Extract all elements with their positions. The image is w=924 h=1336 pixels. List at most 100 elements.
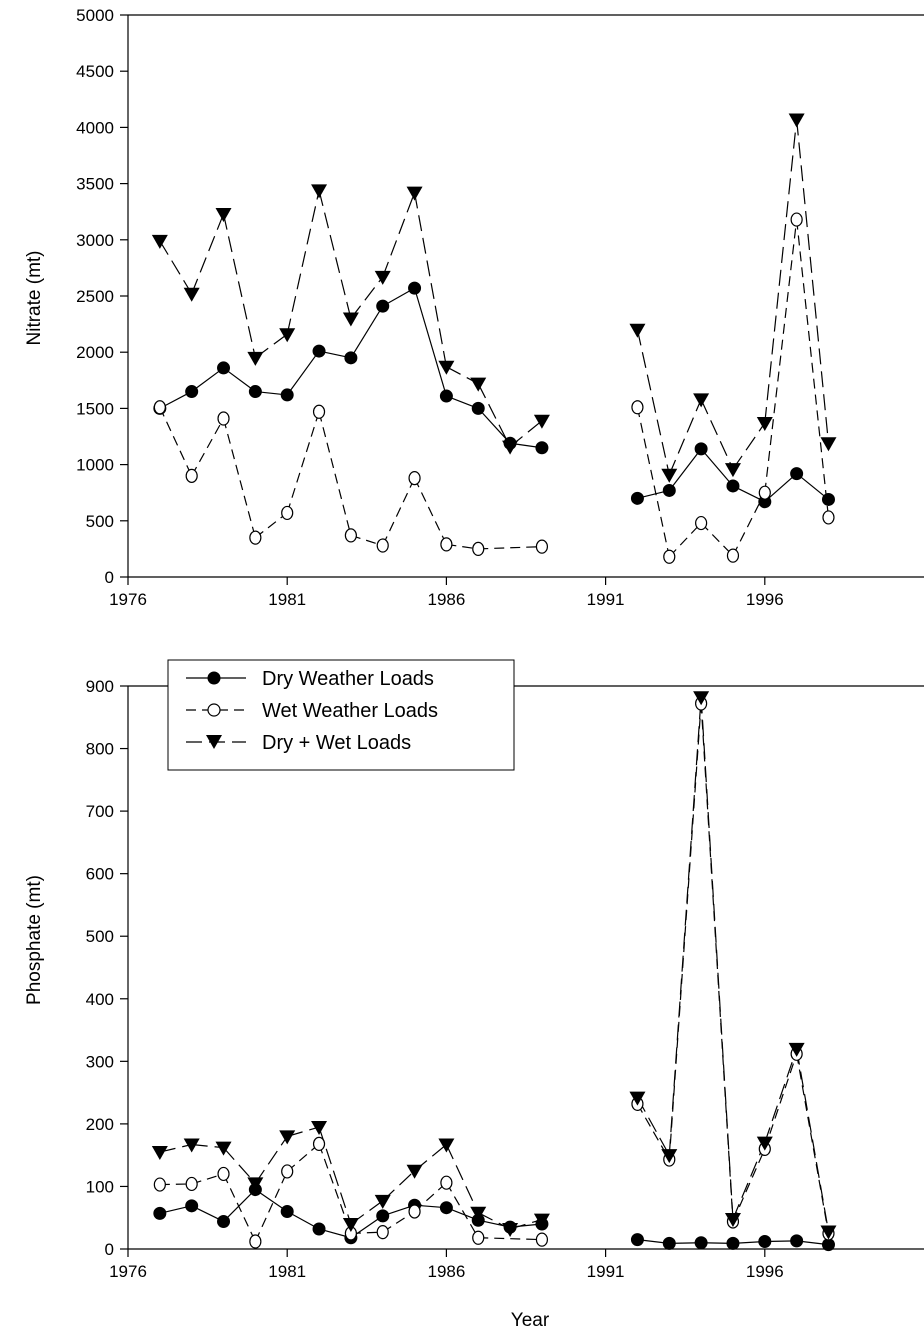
nitrate-x-tick-label: 1986 — [427, 590, 465, 609]
nitrate-y-tick-label: 5000 — [76, 6, 114, 25]
nitrate-series-total-segment — [350, 276, 384, 319]
nitrate-series-total-point — [756, 417, 773, 432]
phosphate-series-dry-point — [630, 1233, 644, 1247]
nitrate-series-wet-point — [440, 537, 453, 552]
phosphate-series-total-segment — [668, 697, 702, 1156]
phosphate-series-total-segment — [700, 697, 734, 1220]
nitrate-series-wet-segment — [700, 522, 734, 557]
phosphate-series-wet-point — [217, 1166, 230, 1182]
nitrate-series-wet-point — [663, 549, 676, 564]
nitrate-y-tick-label: 0 — [105, 568, 114, 587]
nitrate-x-tick-label: 1976 — [109, 590, 147, 609]
nitrate-series-dry-segment — [286, 350, 320, 396]
nitrate-series-dry-point — [344, 351, 358, 365]
nitrate-series-wet-point — [185, 468, 198, 483]
phosphate-series-total-point — [374, 1194, 391, 1209]
phosphate-series-wet-segment — [286, 1143, 320, 1172]
nitrate-series-total-point — [374, 270, 391, 285]
nitrate-series-total-point — [502, 440, 519, 455]
nitrate-series-total-segment — [286, 190, 320, 335]
phosphate-series-wet-segment — [254, 1171, 288, 1242]
phosphate-x-tick-label: 1991 — [587, 1262, 625, 1281]
phosphate-series-total-segment — [764, 1048, 798, 1143]
nitrate-y-tick-label: 2000 — [76, 343, 114, 362]
phosphate-series-wet-point — [535, 1232, 549, 1247]
phosphate-series-total-segment — [159, 1143, 192, 1153]
nitrate-series-total-segment — [222, 213, 256, 358]
phosphate-x-tick-label: 1996 — [746, 1262, 784, 1281]
nitrate-series-dry-segment — [700, 448, 734, 487]
phosphate-series-wet-point — [249, 1234, 262, 1249]
phosphate-y-tick-label: 200 — [86, 1115, 114, 1134]
nitrate-series-dry-segment — [764, 473, 798, 503]
phosphate-series-total-point — [756, 1136, 773, 1151]
nitrate-series-total-segment — [668, 399, 702, 475]
nitrate-series-wet-segment — [478, 546, 542, 550]
nitrate-series-total-point — [151, 234, 168, 249]
legend-marker-dry — [207, 671, 221, 685]
nitrate-series-wet-segment — [414, 477, 447, 545]
phosphate-series-wet-segment — [478, 1237, 542, 1241]
nitrate-x-tick-label: 1996 — [746, 590, 784, 609]
nitrate-series-wet-point — [535, 539, 549, 554]
nitrate-series-wet-segment — [636, 407, 670, 557]
phosphate-series-dry-point — [217, 1214, 231, 1228]
phosphate-series-wet-point — [472, 1230, 485, 1245]
phosphate-series-dry-segment — [223, 1189, 256, 1222]
nitrate-series-total-point — [215, 207, 232, 222]
phosphate-series-dry-point — [790, 1234, 804, 1248]
nitrate-y-tick-label: 4000 — [76, 118, 114, 137]
phosphate-series-wet-point — [312, 1136, 326, 1152]
phosphate-series-wet-point — [440, 1175, 453, 1190]
nitrate-y-tick-label: 500 — [86, 512, 114, 531]
phosphate-series-total-segment — [191, 1143, 224, 1149]
nitrate-x-tick-label: 1981 — [268, 590, 306, 609]
phosphate-series-total-segment — [223, 1147, 256, 1184]
nitrate-series-dry-point — [376, 299, 390, 313]
phosphate-series-total-point — [279, 1130, 296, 1145]
nitrate-series-dry-point — [630, 491, 644, 505]
nitrate-y-tick-label: 1000 — [76, 456, 114, 475]
phosphate-series-total-point — [406, 1164, 423, 1179]
nitrate-series-dry-point — [312, 344, 326, 358]
legend-label-dry: Dry Weather Loads — [262, 668, 434, 690]
nitrate-y-tick-label: 3500 — [76, 175, 114, 194]
nitrate-series-total-segment — [191, 213, 225, 294]
nitrate-series-total-segment — [732, 422, 766, 470]
phosphate-y-tick-label: 0 — [105, 1240, 114, 1259]
phosphate-series-dry-point — [662, 1236, 676, 1250]
phosphate-series-total-point — [342, 1217, 359, 1232]
nitrate-series-total-point — [279, 328, 296, 343]
nitrate-series-wet-point — [790, 212, 803, 227]
nitrate-series-total-point — [470, 377, 487, 392]
nitrate-series-total-segment — [796, 119, 830, 444]
phosphate-series-total-segment — [445, 1144, 479, 1213]
phosphate-y-tick-label: 800 — [86, 740, 114, 759]
nitrate-series-total-point — [788, 113, 805, 128]
nitrate-series-total-point — [342, 312, 359, 327]
nitrate-series-total-point — [693, 393, 710, 408]
phosphate-series-total-point — [533, 1213, 550, 1228]
nitrate-series-wet-point — [726, 548, 740, 563]
phosphate-series-total-point — [470, 1206, 487, 1221]
phosphate-x-tick-label: 1976 — [109, 1262, 147, 1281]
nitrate-series-total-point — [311, 184, 328, 199]
nitrate-series-wet-segment — [668, 522, 702, 558]
nitrate-series-wet-point — [344, 528, 357, 543]
nitrate-series-wet-segment — [191, 418, 225, 477]
phosphate-x-tick-label: 1986 — [427, 1262, 465, 1281]
nitrate-series-wet-segment — [382, 477, 416, 546]
phosphate-series-wet-segment — [445, 1182, 479, 1239]
phosphate-series-wet-point — [153, 1177, 166, 1192]
phosphate-series-dry-point — [153, 1206, 167, 1220]
legend-marker-wet — [207, 703, 221, 717]
nitrate-series-total-point — [406, 186, 423, 201]
nitrate-series-dry-point — [408, 281, 422, 295]
phosphate-series-total-segment — [254, 1136, 288, 1184]
nitrate-series-wet-point — [312, 404, 326, 419]
phosphate-series-dry-point — [439, 1201, 453, 1215]
nitrate-series-dry-point — [471, 401, 485, 415]
phosphate-series-total-point — [311, 1121, 328, 1136]
nitrate-series-total-segment — [382, 192, 416, 278]
